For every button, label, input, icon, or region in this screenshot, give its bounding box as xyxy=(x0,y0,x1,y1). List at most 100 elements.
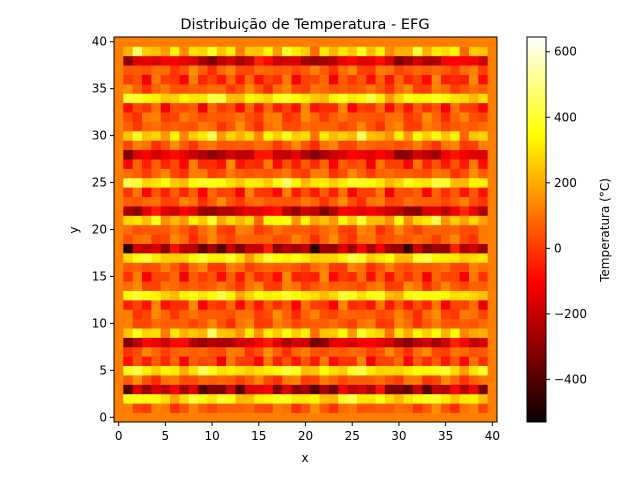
heatmap-cell xyxy=(282,365,292,376)
heatmap-cell xyxy=(431,102,442,113)
heatmap-cell xyxy=(347,74,358,85)
heatmap-cell xyxy=(291,356,302,367)
heatmap-cell xyxy=(440,93,451,104)
heatmap-cell xyxy=(179,234,190,244)
heatmap-cell xyxy=(450,328,461,338)
heatmap-cell xyxy=(440,140,451,151)
heatmap-cell xyxy=(450,159,461,169)
heatmap-cell xyxy=(459,93,470,104)
heatmap-cell xyxy=(188,318,199,329)
heatmap-cell xyxy=(114,187,124,198)
heatmap-cell xyxy=(375,140,386,151)
heatmap-cell xyxy=(431,140,442,151)
heatmap-cell xyxy=(394,206,404,216)
heatmap-cell xyxy=(254,55,264,66)
heatmap-cell xyxy=(151,252,162,263)
heatmap-cell xyxy=(431,412,442,423)
heatmap-cell xyxy=(179,102,190,113)
heatmap-cell xyxy=(160,281,171,291)
heatmap-cell xyxy=(384,121,395,132)
heatmap-cell xyxy=(282,159,292,169)
heatmap-cell xyxy=(384,83,395,94)
heatmap-cell xyxy=(375,159,386,169)
heatmap-cell xyxy=(412,187,423,198)
heatmap-cell xyxy=(151,234,162,244)
heatmap-cell xyxy=(142,206,152,216)
heatmap-cell xyxy=(431,215,442,226)
heatmap-cell xyxy=(487,130,498,141)
heatmap-cell xyxy=(123,102,134,113)
heatmap-cell xyxy=(291,112,302,122)
heatmap-cell xyxy=(254,290,264,301)
heatmap-cell xyxy=(468,112,479,122)
heatmap-cell xyxy=(422,37,433,47)
heatmap-cell xyxy=(347,83,358,94)
heatmap-cell xyxy=(123,206,134,216)
heatmap-cell xyxy=(356,46,367,57)
heatmap-cell xyxy=(478,290,489,301)
heatmap-cell xyxy=(123,384,134,395)
heatmap-cell xyxy=(468,290,479,301)
heatmap-cell xyxy=(487,83,498,94)
heatmap-cell xyxy=(319,234,330,244)
heatmap-cell xyxy=(366,215,376,226)
heatmap-cell xyxy=(114,328,124,338)
heatmap-cell xyxy=(412,328,423,338)
heatmap-cell xyxy=(244,74,255,85)
heatmap-cell xyxy=(403,281,414,291)
heatmap-cell xyxy=(440,337,451,348)
heatmap-cell xyxy=(394,196,404,207)
heatmap-cell xyxy=(216,384,227,395)
heatmap-cell xyxy=(272,234,283,244)
heatmap-cell xyxy=(254,403,264,414)
heatmap-cell xyxy=(282,149,292,160)
heatmap-cell xyxy=(151,159,162,169)
heatmap-cell xyxy=(235,271,246,282)
heatmap-cell xyxy=(403,102,414,113)
heatmap-cell xyxy=(487,149,498,160)
heatmap-cell xyxy=(282,37,292,47)
heatmap-cell xyxy=(328,130,339,141)
heatmap-cell xyxy=(188,403,199,414)
heatmap-cell xyxy=(207,262,218,273)
heatmap-cell xyxy=(179,318,190,329)
heatmap-cell xyxy=(179,365,190,376)
heatmap-cell xyxy=(440,328,451,338)
heatmap-cell xyxy=(291,365,302,376)
heatmap-cell xyxy=(450,403,461,414)
heatmap-cell xyxy=(356,375,367,385)
heatmap-cell xyxy=(478,112,489,122)
heatmap-cell xyxy=(254,384,264,395)
heatmap-cell xyxy=(235,187,246,198)
heatmap-cell xyxy=(459,234,470,244)
heatmap-cell xyxy=(431,159,442,169)
heatmap-cell xyxy=(487,252,498,263)
heatmap-cell xyxy=(132,262,143,273)
heatmap-cell xyxy=(440,309,451,320)
heatmap-cell xyxy=(338,196,348,207)
heatmap-cell xyxy=(160,384,171,395)
heatmap-cell xyxy=(459,384,470,395)
heatmap-cell xyxy=(394,346,404,357)
heatmap-cell xyxy=(319,93,330,104)
heatmap-cell xyxy=(310,393,320,404)
heatmap-cell xyxy=(328,299,339,310)
heatmap-cell xyxy=(160,159,171,169)
heatmap-cell xyxy=(310,55,320,66)
heatmap-cell xyxy=(244,130,255,141)
heatmap-cell xyxy=(394,102,404,113)
heatmap-cell xyxy=(216,299,227,310)
heatmap-cell xyxy=(151,271,162,282)
heatmap-cell xyxy=(347,290,358,301)
heatmap-cell xyxy=(394,177,404,188)
heatmap-cell xyxy=(338,337,348,348)
heatmap-cell xyxy=(412,140,423,151)
heatmap-cell xyxy=(319,346,330,357)
heatmap-cell xyxy=(142,403,152,414)
heatmap-cell xyxy=(114,337,124,348)
heatmap-cell xyxy=(356,130,367,141)
heatmap-cell xyxy=(188,130,199,141)
heatmap-cell xyxy=(422,393,433,404)
heatmap-cell xyxy=(235,140,246,151)
heatmap-cell xyxy=(384,318,395,329)
